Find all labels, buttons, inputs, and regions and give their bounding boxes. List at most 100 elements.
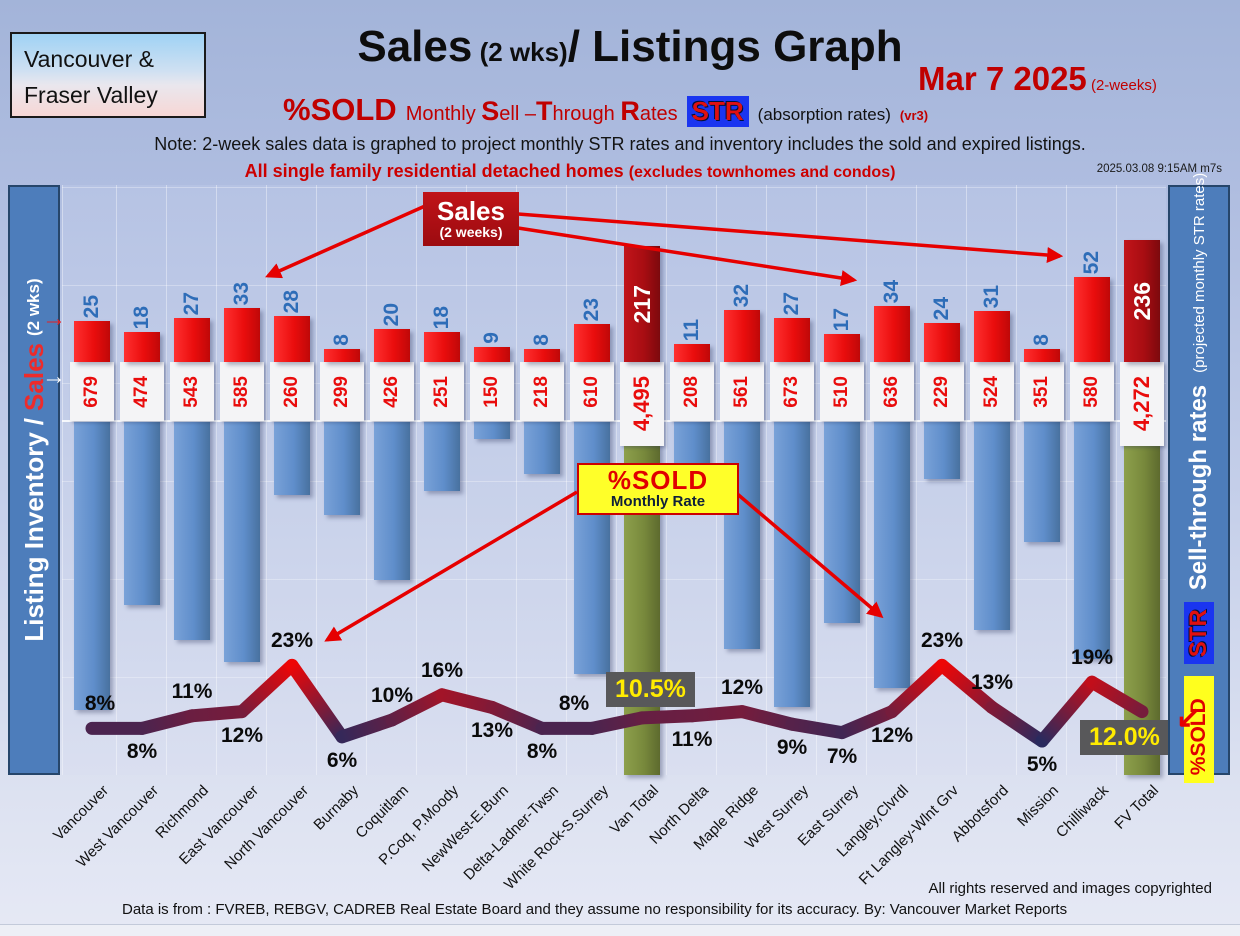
inventory-value-box-richmond: 543 xyxy=(170,362,214,421)
title-rest: / Listings Graph xyxy=(567,22,903,71)
sales-value-delta-ladner-twsn: 8 xyxy=(530,334,553,346)
sales-bar-west-surrey xyxy=(774,318,810,362)
inventory-value-abbotsford: 524 xyxy=(981,375,1002,408)
sales-value-burnaby: 8 xyxy=(330,334,353,346)
inventory-value-east-vancouver: 585 xyxy=(231,375,252,408)
pct-sold-callout: %SOLD Monthly Rate xyxy=(577,463,739,515)
region-box: Vancouver & Fraser Valley xyxy=(10,32,206,118)
inventory-value-box-ft-langley-wlnt-grv: 229 xyxy=(920,362,964,421)
title-sales: Sales xyxy=(357,22,473,71)
inventory-value-box-chilliwack: 580 xyxy=(1070,362,1114,421)
sales-bar-west-vancouver xyxy=(124,332,160,362)
sales-value-mission: 8 xyxy=(1030,334,1053,346)
inventory-value-langley-clvrdl: 636 xyxy=(881,375,902,408)
sales-value-maple-ridge: 32 xyxy=(730,283,753,307)
inventory-value-box-maple-ridge: 561 xyxy=(720,362,764,421)
pct-sold-label-abbotsford: 13% xyxy=(970,671,1014,695)
inventory-value-fv-total: 4,272 xyxy=(1129,376,1154,432)
report-date: Mar 7 2025 (2-weeks) xyxy=(918,60,1157,97)
pct-sold-label-maple-ridge: 12% xyxy=(720,675,764,699)
sales-value-west-vancouver: 18 xyxy=(130,305,153,329)
absorption-label: (absorption rates) xyxy=(757,105,891,124)
pct-sold-label-north-vancouver: 23% xyxy=(270,629,314,653)
inventory-value-box-west-surrey: 673 xyxy=(770,362,814,421)
pct-sold-label-langley-clvrdl: 12% xyxy=(870,723,914,747)
sales-value-east-vancouver: 33 xyxy=(230,281,253,305)
pct-sold-label-mission: 5% xyxy=(1026,753,1058,776)
pct-sold-label-ft-langley-wlnt-grv: 23% xyxy=(920,629,964,653)
sales-value-white-rock-s-surrey: 23 xyxy=(580,297,603,321)
inventory-value-box-north-vancouver: 260 xyxy=(270,362,314,421)
sales-value-van-total: 217 xyxy=(628,284,655,324)
inventory-value-p-coq-p-moody: 251 xyxy=(431,375,452,408)
right-axis-title: %SOLD STR Sell-through rates (projected … xyxy=(1173,173,1225,784)
inventory-value-maple-ridge: 561 xyxy=(731,375,752,408)
pct-sold-box-van-total: 10.5% xyxy=(606,671,695,707)
pct-sold-label-west-surrey: 9% xyxy=(776,736,808,760)
inventory-value-richmond: 543 xyxy=(181,375,202,408)
sales-value-fv-total: 236 xyxy=(1128,281,1155,321)
inventory-value-box-white-rock-s-surrey: 610 xyxy=(570,362,614,421)
inventory-value-west-surrey: 673 xyxy=(781,375,802,408)
inventory-value-north-vancouver: 260 xyxy=(281,375,302,408)
version-label: (vr3) xyxy=(899,108,929,123)
sales-bar-ft-langley-wlnt-grv xyxy=(924,323,960,362)
page-title: Sales (2 wks)/ Listings Graph xyxy=(280,22,980,72)
inventory-value-box-langley-clvrdl: 636 xyxy=(870,362,914,421)
region-line-2: Fraser Valley xyxy=(24,81,158,108)
sales-bar-north-delta xyxy=(674,344,710,362)
inventory-level-arrow-icon: → xyxy=(42,363,66,390)
left-axis-bar xyxy=(8,185,60,775)
source-text: Data is from : FVREB, REBGV, CADREB Real… xyxy=(122,901,1068,918)
note-text: Note: 2-week sales data is graphed to pr… xyxy=(154,134,1086,154)
inventory-value-box-north-delta: 208 xyxy=(670,362,714,421)
sales-value-east-surrey: 17 xyxy=(830,307,853,331)
inventory-value-coquitlam: 426 xyxy=(381,375,402,408)
pct-sold-label-north-delta: 11% xyxy=(671,727,713,751)
sales-value-newwest-e-burn: 9 xyxy=(480,332,503,344)
right-axis-str-label: Sell-through rates xyxy=(1185,384,1212,591)
region-line-1: Vancouver & xyxy=(24,46,154,72)
inventory-value-box-delta-ladner-twsn: 218 xyxy=(520,362,564,421)
sales-value-north-vancouver: 28 xyxy=(280,289,303,313)
pct-sold-label-p-coq-p-moody: 16% xyxy=(420,658,464,682)
inventory-value-box-p-coq-p-moody: 251 xyxy=(420,362,464,421)
str-badge: STR xyxy=(686,96,749,127)
percent-sold-label: %SOLD xyxy=(283,92,397,127)
sales-value-ft-langley-wlnt-grv: 24 xyxy=(930,296,953,320)
sales-bar-white-rock-s-surrey xyxy=(574,324,610,362)
pct-sold-label-white-rock-s-surrey: 8% xyxy=(558,692,590,716)
sell-through-rates-label: Monthly Sell –Through Rates xyxy=(405,96,678,126)
sales-bar-abbotsford xyxy=(974,311,1010,362)
sales-bar-coquitlam xyxy=(374,329,410,362)
sales-bar-north-vancouver xyxy=(274,316,310,362)
title-wks: (2 wks) xyxy=(472,37,568,67)
inventory-value-newwest-e-burn: 150 xyxy=(481,375,502,408)
inventory-value-box-east-vancouver: 585 xyxy=(220,362,264,421)
sales-bar-east-surrey xyxy=(824,334,860,362)
inventory-value-box-van-total: 4,495 xyxy=(620,362,664,446)
inventory-value-box-fv-total: 4,272 xyxy=(1120,362,1164,446)
inventory-value-ft-langley-wlnt-grv: 229 xyxy=(931,375,952,408)
sales-bar-maple-ridge xyxy=(724,310,760,362)
sales-value-abbotsford: 31 xyxy=(980,284,1003,308)
sales-bar-newwest-e-burn xyxy=(474,347,510,362)
bottom-strip xyxy=(0,924,1240,936)
inventory-value-box-coquitlam: 426 xyxy=(370,362,414,421)
sales-bar-langley-clvrdl xyxy=(874,306,910,362)
left-axis-inventory-label: Listing Inventory xyxy=(18,432,49,642)
right-axis-str-badge: STR xyxy=(1184,602,1214,665)
inventory-value-box-west-vancouver: 474 xyxy=(120,362,164,421)
inventory-value-box-mission: 351 xyxy=(1020,362,1064,421)
axis-line xyxy=(62,420,1166,422)
sales-value-chilliwack: 52 xyxy=(1080,250,1103,274)
sales-bar-delta-ladner-twsn xyxy=(524,349,560,362)
sales-value-langley-clvrdl: 34 xyxy=(880,279,903,303)
inventory-value-box-east-surrey: 510 xyxy=(820,362,864,421)
pct-sold-label-delta-ladner-twsn: 8% xyxy=(526,740,558,764)
left-axis-title: Listing Inventory / Sales (2 wks) xyxy=(18,278,49,642)
inventory-value-north-delta: 208 xyxy=(681,375,702,408)
pct-sold-box-fv-total: 12.0% xyxy=(1080,719,1169,755)
inventory-value-vancouver: 679 xyxy=(81,375,102,408)
